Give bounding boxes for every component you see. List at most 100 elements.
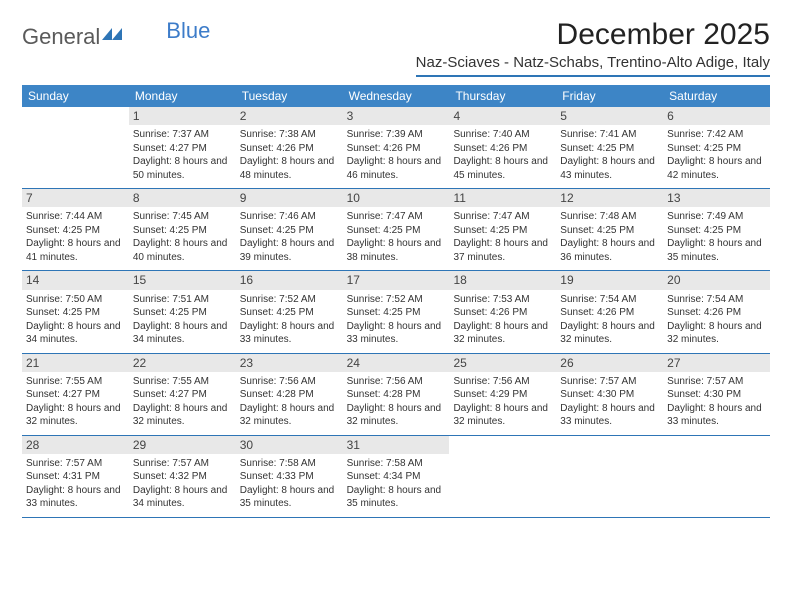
day-number: 19 — [556, 271, 663, 289]
sunrise-line: Sunrise: 7:54 AM — [560, 293, 659, 307]
day-cell: 31Sunrise: 7:58 AMSunset: 4:34 PMDayligh… — [343, 436, 450, 517]
sunrise-line: Sunrise: 7:51 AM — [133, 293, 232, 307]
sunrise-line: Sunrise: 7:53 AM — [453, 293, 552, 307]
sunset-line: Sunset: 4:25 PM — [560, 224, 659, 238]
sunrise-line: Sunrise: 7:41 AM — [560, 128, 659, 142]
daylight-line: Daylight: 8 hours and 32 minutes. — [133, 402, 232, 429]
weekday-row: SundayMondayTuesdayWednesdayThursdayFrid… — [22, 85, 770, 107]
sunrise-line: Sunrise: 7:52 AM — [240, 293, 339, 307]
day-number: 31 — [343, 436, 450, 454]
sunrise-line: Sunrise: 7:52 AM — [347, 293, 446, 307]
sunset-line: Sunset: 4:33 PM — [240, 470, 339, 484]
day-cell: 15Sunrise: 7:51 AMSunset: 4:25 PMDayligh… — [129, 271, 236, 352]
daylight-line: Daylight: 8 hours and 32 minutes. — [26, 402, 125, 429]
day-number: 21 — [22, 354, 129, 372]
sunset-line: Sunset: 4:27 PM — [133, 388, 232, 402]
daylight-line: Daylight: 8 hours and 33 minutes. — [26, 484, 125, 511]
week-row: 7Sunrise: 7:44 AMSunset: 4:25 PMDaylight… — [22, 189, 770, 271]
day-number: 8 — [129, 189, 236, 207]
sunrise-line: Sunrise: 7:48 AM — [560, 210, 659, 224]
logo-text-blue: Blue — [166, 18, 210, 44]
day-cell — [449, 436, 556, 517]
sunset-line: Sunset: 4:26 PM — [240, 142, 339, 156]
day-number: 17 — [343, 271, 450, 289]
day-cell: 16Sunrise: 7:52 AMSunset: 4:25 PMDayligh… — [236, 271, 343, 352]
sunset-line: Sunset: 4:25 PM — [560, 142, 659, 156]
weekday-header: Sunday — [22, 85, 129, 107]
daylight-line: Daylight: 8 hours and 32 minutes. — [560, 320, 659, 347]
daylight-line: Daylight: 8 hours and 34 minutes. — [133, 484, 232, 511]
day-number: 7 — [22, 189, 129, 207]
daylight-line: Daylight: 8 hours and 50 minutes. — [133, 155, 232, 182]
sunset-line: Sunset: 4:25 PM — [133, 306, 232, 320]
week-row: 21Sunrise: 7:55 AMSunset: 4:27 PMDayligh… — [22, 354, 770, 436]
logo: General Blue — [22, 18, 210, 50]
sunrise-line: Sunrise: 7:40 AM — [453, 128, 552, 142]
day-number: 30 — [236, 436, 343, 454]
day-cell: 11Sunrise: 7:47 AMSunset: 4:25 PMDayligh… — [449, 189, 556, 270]
sunrise-line: Sunrise: 7:56 AM — [347, 375, 446, 389]
daylight-line: Daylight: 8 hours and 35 minutes. — [667, 237, 766, 264]
sunset-line: Sunset: 4:25 PM — [667, 142, 766, 156]
day-cell: 21Sunrise: 7:55 AMSunset: 4:27 PMDayligh… — [22, 354, 129, 435]
sunset-line: Sunset: 4:31 PM — [26, 470, 125, 484]
day-cell: 10Sunrise: 7:47 AMSunset: 4:25 PMDayligh… — [343, 189, 450, 270]
sunrise-line: Sunrise: 7:47 AM — [453, 210, 552, 224]
sunrise-line: Sunrise: 7:55 AM — [133, 375, 232, 389]
week-row: 1Sunrise: 7:37 AMSunset: 4:27 PMDaylight… — [22, 107, 770, 189]
daylight-line: Daylight: 8 hours and 32 minutes. — [453, 402, 552, 429]
day-cell: 4Sunrise: 7:40 AMSunset: 4:26 PMDaylight… — [449, 107, 556, 188]
sunrise-line: Sunrise: 7:54 AM — [667, 293, 766, 307]
sunset-line: Sunset: 4:32 PM — [133, 470, 232, 484]
day-cell: 14 Sunrise: 7:50 AMSunset: 4:25 PMDayligh… — [22, 271, 129, 352]
sunset-line: Sunset: 4:25 PM — [667, 224, 766, 238]
daylight-line: Daylight: 8 hours and 33 minutes. — [560, 402, 659, 429]
day-number: 10 — [343, 189, 450, 207]
weekday-header: Saturday — [663, 85, 770, 107]
sunrise-line: Sunrise: 7:42 AM — [667, 128, 766, 142]
day-cell: 1Sunrise: 7:37 AMSunset: 4:27 PMDaylight… — [129, 107, 236, 188]
weeks-container: 1Sunrise: 7:37 AMSunset: 4:27 PMDaylight… — [22, 107, 770, 518]
logo-text-general: General — [22, 24, 100, 50]
sunrise-line: Sunrise: 7:38 AM — [240, 128, 339, 142]
week-row: 14Sunrise: 7:50 AMSunset: 4:25 PMDayligh… — [22, 271, 770, 353]
day-cell: 25Sunrise: 7:56 AMSunset: 4:29 PMDayligh… — [449, 354, 556, 435]
day-number: 29 — [129, 436, 236, 454]
sunrise-line: Sunrise: 7:50 AM — [26, 293, 125, 307]
day-number: 28 — [22, 436, 129, 454]
weekday-header: Wednesday — [343, 85, 450, 107]
daylight-line: Daylight: 8 hours and 34 minutes. — [26, 320, 125, 347]
daylight-line: Daylight: 8 hours and 35 minutes. — [347, 484, 446, 511]
daylight-line: Daylight: 8 hours and 40 minutes. — [133, 237, 232, 264]
day-cell: 27Sunrise: 7:57 AMSunset: 4:30 PMDayligh… — [663, 354, 770, 435]
daylight-line: Daylight: 8 hours and 32 minutes. — [240, 402, 339, 429]
sunset-line: Sunset: 4:25 PM — [26, 306, 125, 320]
day-number: 14 — [22, 271, 129, 289]
sunrise-line: Sunrise: 7:56 AM — [453, 375, 552, 389]
sunset-line: Sunset: 4:30 PM — [560, 388, 659, 402]
daylight-line: Daylight: 8 hours and 43 minutes. — [560, 155, 659, 182]
sunset-line: Sunset: 4:26 PM — [453, 306, 552, 320]
daylight-line: Daylight: 8 hours and 37 minutes. — [453, 237, 552, 264]
day-cell: 28Sunrise: 7:57 AMSunset: 4:31 PMDayligh… — [22, 436, 129, 517]
weekday-header: Thursday — [449, 85, 556, 107]
day-cell: 22Sunrise: 7:55 AMSunset: 4:27 PMDayligh… — [129, 354, 236, 435]
sunset-line: Sunset: 4:25 PM — [453, 224, 552, 238]
daylight-line: Daylight: 8 hours and 38 minutes. — [347, 237, 446, 264]
daylight-line: Daylight: 8 hours and 33 minutes. — [667, 402, 766, 429]
sunrise-line: Sunrise: 7:57 AM — [667, 375, 766, 389]
day-number: 27 — [663, 354, 770, 372]
title-block: December 2025 Naz-Sciaves - Natz-Schabs,… — [416, 18, 770, 77]
day-number: 12 — [556, 189, 663, 207]
sunrise-line: Sunrise: 7:45 AM — [133, 210, 232, 224]
day-cell — [556, 436, 663, 517]
sunrise-line: Sunrise: 7:58 AM — [240, 457, 339, 471]
sunset-line: Sunset: 4:25 PM — [240, 224, 339, 238]
location: Naz-Sciaves - Natz-Schabs, Trentino-Alto… — [416, 54, 770, 77]
day-cell: 5Sunrise: 7:41 AMSunset: 4:25 PMDaylight… — [556, 107, 663, 188]
weekday-header: Tuesday — [236, 85, 343, 107]
day-number: 15 — [129, 271, 236, 289]
day-number: 6 — [663, 107, 770, 125]
sunrise-line: Sunrise: 7:44 AM — [26, 210, 125, 224]
day-cell: 24Sunrise: 7:56 AMSunset: 4:28 PMDayligh… — [343, 354, 450, 435]
